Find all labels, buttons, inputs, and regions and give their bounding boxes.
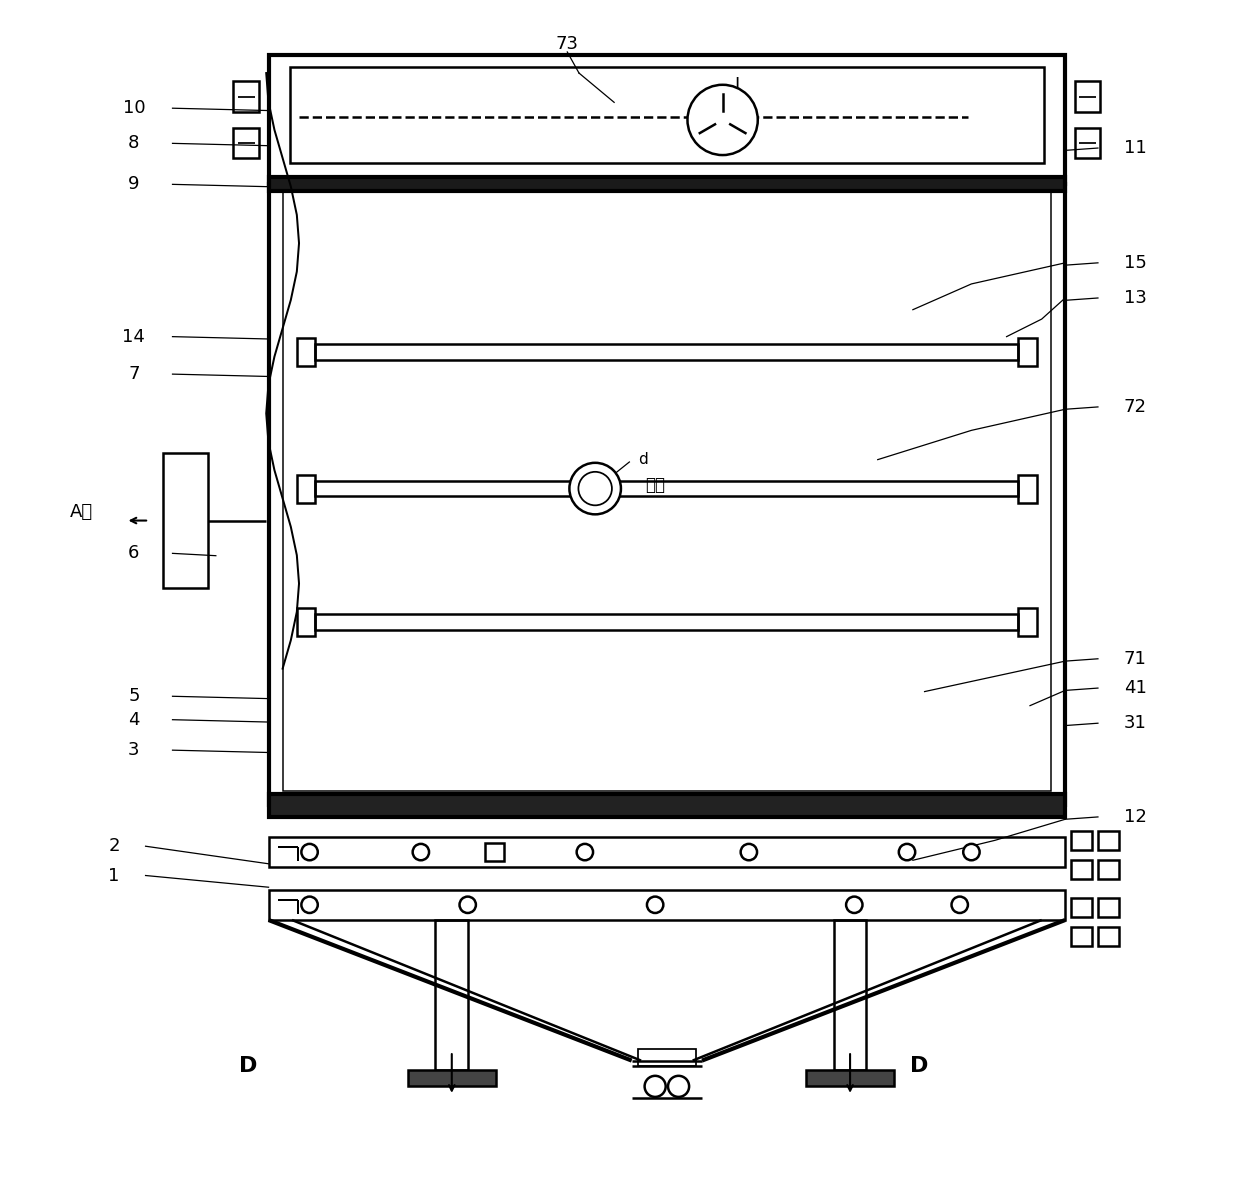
Bar (1018, 609, 1037, 636)
Circle shape (460, 897, 476, 913)
Text: 7: 7 (128, 365, 140, 384)
Text: 31: 31 (1123, 714, 1147, 732)
Circle shape (963, 844, 980, 860)
Bar (408, 1070, 496, 1086)
Bar (1097, 898, 1118, 917)
Text: 12: 12 (1123, 807, 1147, 826)
Text: 2: 2 (108, 837, 120, 856)
Text: d: d (639, 452, 649, 467)
Bar (1018, 474, 1037, 503)
Bar (1018, 338, 1037, 366)
Text: 13: 13 (1123, 290, 1147, 307)
Text: 41: 41 (1123, 679, 1147, 697)
Bar (296, 338, 315, 366)
Text: 9: 9 (128, 175, 140, 193)
Text: 5: 5 (128, 687, 140, 705)
Text: A向: A向 (69, 504, 93, 521)
Bar (290, 67, 1044, 164)
Bar (833, 920, 867, 1070)
Bar (296, 474, 315, 503)
Bar (435, 920, 469, 1070)
Bar (485, 843, 503, 862)
Bar (637, 1049, 696, 1066)
Bar (269, 793, 1065, 817)
Bar (1097, 927, 1118, 946)
Circle shape (647, 897, 663, 913)
Bar (269, 55, 1065, 185)
Text: 6: 6 (128, 544, 140, 563)
Text: D: D (239, 1057, 258, 1077)
Text: 73: 73 (556, 35, 579, 53)
Bar (315, 481, 1018, 497)
Text: D: D (909, 1057, 928, 1077)
Text: 4: 4 (128, 711, 140, 729)
Bar (1071, 927, 1092, 946)
Circle shape (645, 1076, 666, 1097)
Circle shape (899, 844, 915, 860)
Bar (269, 890, 1065, 920)
Text: 3: 3 (128, 742, 140, 759)
Text: 视镜: 视镜 (645, 477, 665, 494)
Text: 11: 11 (1125, 139, 1147, 157)
Text: 15: 15 (1123, 254, 1147, 272)
Text: 10: 10 (123, 99, 145, 118)
Bar (233, 128, 259, 159)
Circle shape (577, 844, 593, 860)
Bar (269, 185, 1065, 805)
Bar (269, 178, 1065, 192)
Bar (315, 614, 1018, 630)
Circle shape (846, 897, 863, 913)
Bar (1071, 898, 1092, 917)
Bar (1075, 128, 1100, 159)
Circle shape (687, 85, 758, 155)
Text: 8: 8 (128, 134, 140, 152)
Circle shape (569, 463, 621, 514)
Text: 1: 1 (108, 866, 119, 884)
Bar (806, 1070, 894, 1086)
Circle shape (951, 897, 968, 913)
Bar (1071, 831, 1092, 850)
Circle shape (578, 472, 611, 505)
Bar (1097, 831, 1118, 850)
Circle shape (301, 897, 317, 913)
Circle shape (668, 1076, 689, 1097)
Bar (296, 609, 315, 636)
Text: 71: 71 (1123, 650, 1147, 667)
Bar (269, 837, 1065, 867)
Bar (1075, 81, 1100, 112)
Circle shape (740, 844, 758, 860)
Bar (283, 185, 1052, 791)
Bar (164, 453, 207, 588)
Text: 72: 72 (1123, 398, 1147, 415)
Text: 14: 14 (123, 327, 145, 346)
Bar (1071, 860, 1092, 879)
Circle shape (413, 844, 429, 860)
Bar (315, 345, 1018, 360)
Bar (233, 81, 259, 112)
Text: I: I (734, 75, 740, 94)
Circle shape (301, 844, 317, 860)
Bar (1097, 860, 1118, 879)
